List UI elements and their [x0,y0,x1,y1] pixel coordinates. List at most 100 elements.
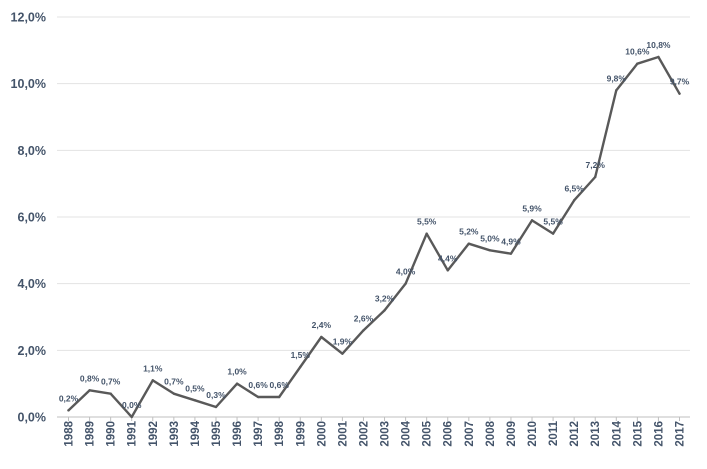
data-label: 0,2% [59,393,79,403]
data-label: 6,5% [564,183,584,193]
data-label: 5,2% [459,227,479,237]
x-tick-label: 2013 [590,421,602,447]
data-point [425,232,428,235]
x-tick-label: 1995 [211,420,223,446]
data-point [615,89,618,92]
data-label: 9,7% [670,77,690,87]
data-label: 0,6% [270,380,290,390]
data-label: 1,1% [143,363,163,373]
data-label: 4,9% [501,237,521,247]
x-tick-label: 2011 [548,420,560,446]
data-label: 5,5% [417,217,437,227]
data-point [172,392,176,395]
x-tick-label: 1988 [64,420,76,446]
data-point [88,389,91,392]
series-line [67,55,681,419]
x-tick-label: 2016 [653,421,665,447]
data-label: 9,8% [607,73,627,83]
data-point [109,392,112,395]
data-point [404,282,407,285]
data-point [320,335,323,339]
data-point [299,365,302,369]
y-tick-label: 8,0% [18,144,47,158]
data-label: 1,9% [333,337,353,347]
x-tick-label: 2004 [401,420,413,446]
data-point [362,329,365,332]
y-tick-label: 2,0% [18,344,47,358]
data-label: 7,2% [586,160,606,170]
data-label: 10,6% [625,47,650,57]
data-point [594,175,597,179]
x-tick-label: 1991 [127,420,139,446]
data-label: 0,7% [101,377,121,387]
data-label: 2,6% [354,313,374,323]
x-tick-label: 2014 [611,420,623,446]
data-label: 0,3% [206,390,226,400]
data-label: 2,4% [312,320,332,330]
data-point [551,232,555,235]
data-label: 10,8% [646,40,671,50]
data-point [341,352,344,355]
data-label: 3,2% [375,293,395,303]
x-tick-label: 2015 [632,420,644,446]
data-point [467,242,471,245]
x-tick-label: 2009 [506,421,518,447]
y-tick-label: 6,0% [18,211,47,225]
data-point [193,399,197,402]
data-point [277,395,281,399]
x-tick-label: 2002 [358,421,370,447]
x-tick-label: 2007 [464,421,476,447]
y-tick-label: 10,0% [11,77,46,91]
x-tick-label: 1989 [85,421,97,447]
data-point [130,415,133,419]
series-layer [67,55,681,419]
data-point [256,395,260,399]
data-label: 4,4% [438,253,458,263]
data-point [572,199,576,202]
data-label: 0,7% [164,377,184,387]
data-labels: 0,2%0,8% 0,7%0,0%1,1%0,7%0,5%0,3%1,0%0,6%… [59,40,690,410]
data-label: 0,8% [80,373,100,383]
x-tick-label: 1994 [190,420,202,446]
data-label: 1,0% [227,367,247,377]
data-label: 0,0% [122,400,142,410]
x-tick-label: 2005 [422,420,434,446]
x-tick-label: 2017 [675,421,687,447]
data-label: 5,0% [480,233,500,243]
y-tick-label: 0,0% [18,411,47,425]
data-label: 0,6% [248,380,268,390]
x-tick-label: 2003 [380,421,392,447]
data-label: 5,5% [543,217,563,227]
x-tick-label: 2000 [316,421,328,447]
data-point [235,382,239,385]
gridlines [57,16,690,418]
x-tick-label: 2012 [569,421,581,447]
x-tick-label: 2001 [337,420,349,446]
x-axis-ticks: 1988 1989 1990 1991 1992 1993 1994 1995 1996 1997… [64,417,687,447]
x-tick-label: 1993 [169,421,181,447]
data-point [657,55,660,59]
x-tick-label: 1998 [274,420,286,446]
data-point [509,252,513,255]
y-axis-ticks: 0,0% 2,0% 4,0% 6,0% 8,0% 10,0% 12,0% [11,11,46,425]
data-label: 5,9% [522,203,542,213]
data-point [636,62,639,65]
data-point [530,219,534,222]
x-tick-label: 1990 [106,421,118,447]
y-tick-label: 4,0% [18,277,47,291]
x-tick-label: 2010 [527,421,539,447]
data-point [678,92,681,95]
data-point [488,249,492,252]
data-point [214,405,218,409]
x-tick-label: 1997 [253,421,265,447]
x-tick-label: 1992 [148,421,160,447]
data-label: 4,0% [396,267,416,277]
data-point [67,409,70,412]
data-point [446,269,449,272]
x-tick-label: 2008 [485,420,497,446]
x-tick-label: 2006 [443,421,455,447]
x-tick-label: 1999 [295,421,307,447]
data-label: 1,5% [291,350,311,360]
